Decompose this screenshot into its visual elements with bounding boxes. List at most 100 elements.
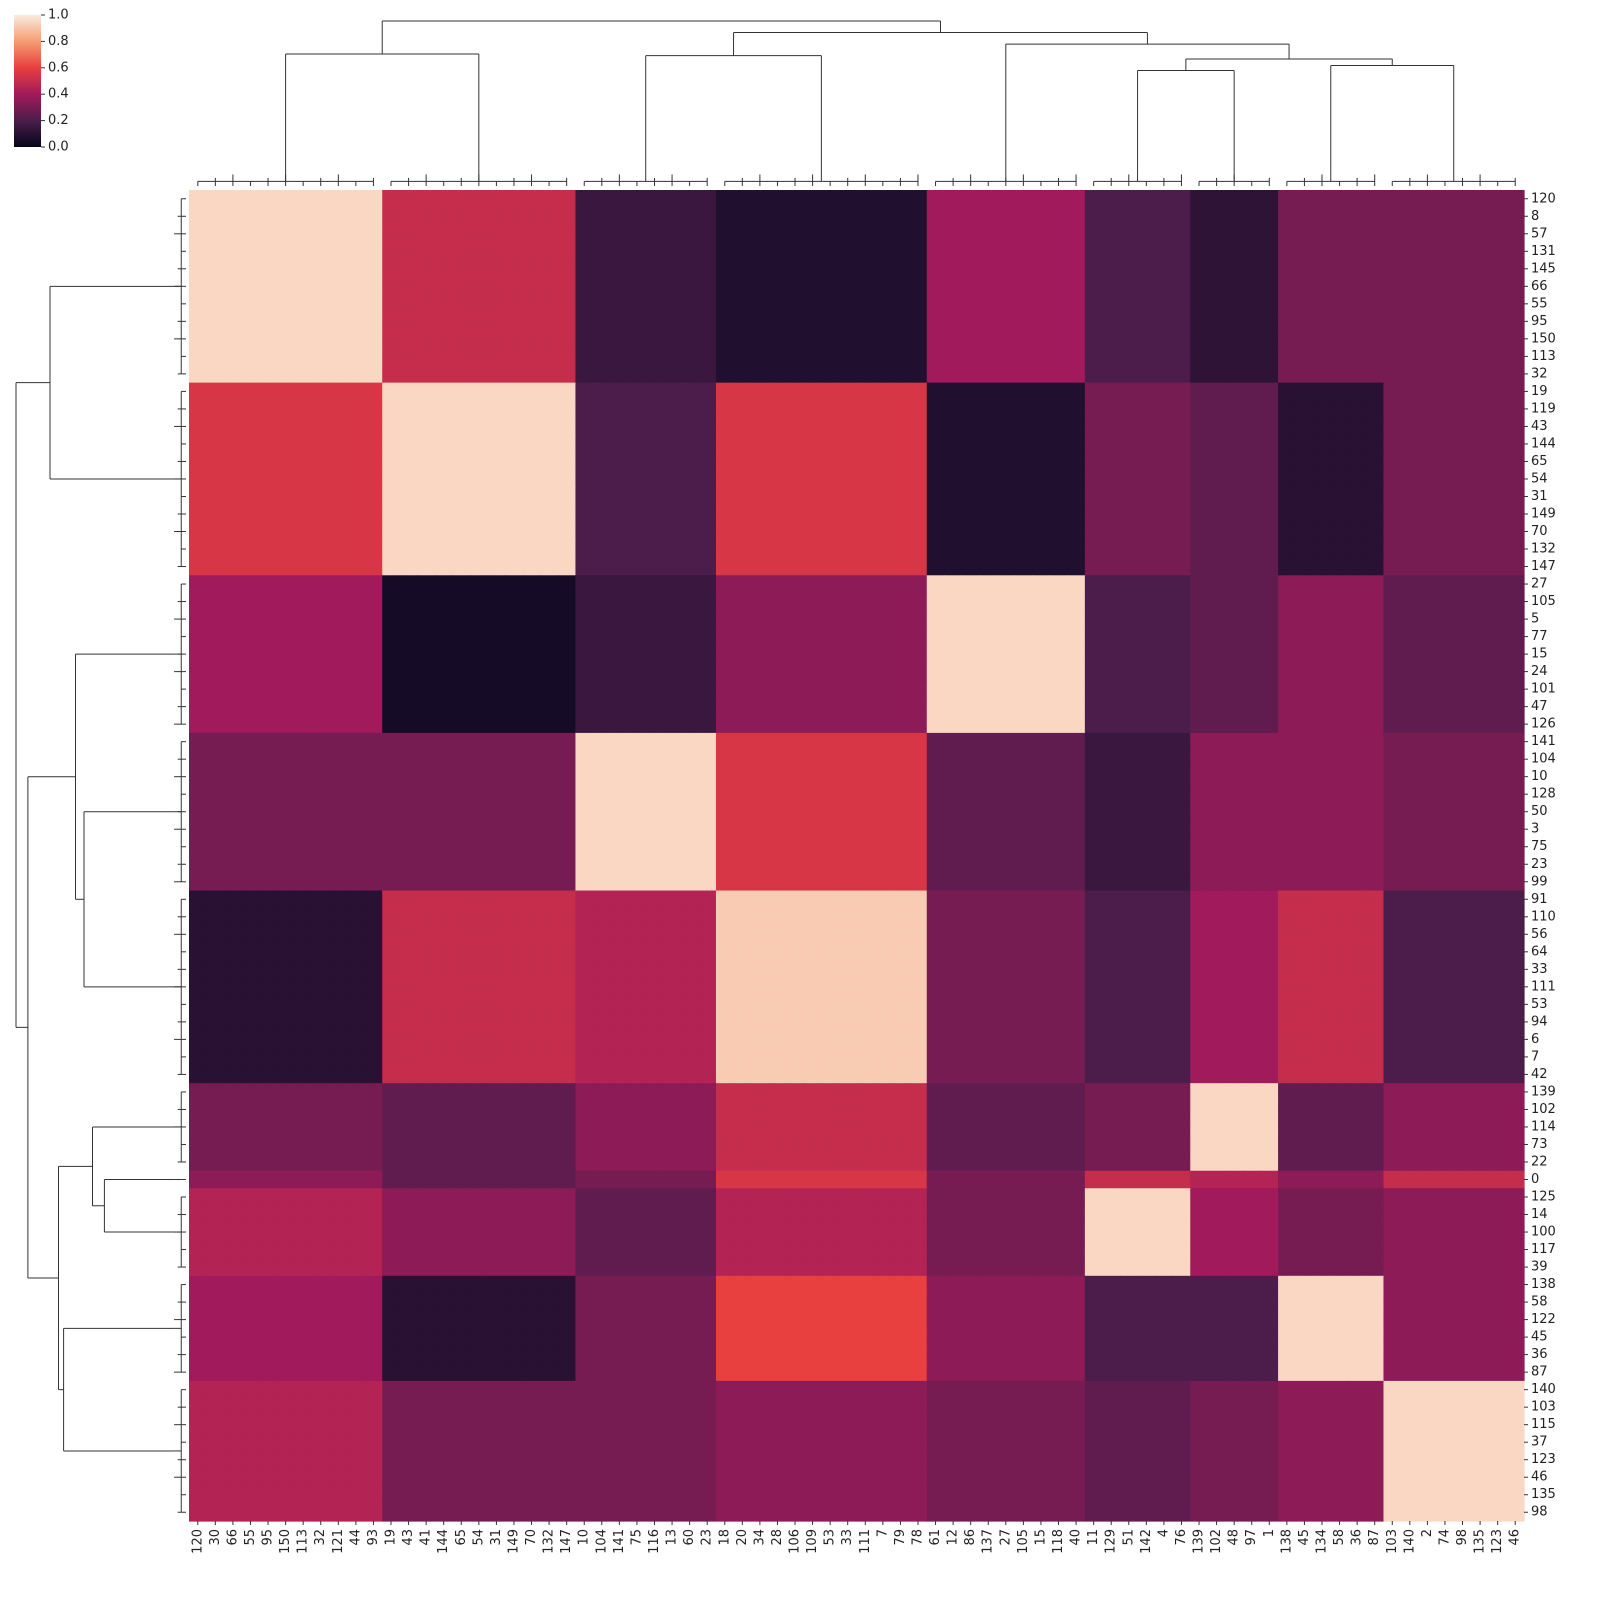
- cell: [715, 295, 735, 314]
- cell: [1049, 452, 1068, 471]
- cell: [540, 855, 559, 874]
- cell: [241, 785, 260, 804]
- cell: [1155, 680, 1174, 699]
- cell: [399, 540, 418, 559]
- cell: [1488, 330, 1508, 349]
- cell: [680, 470, 700, 489]
- cell: [856, 1030, 875, 1049]
- cell: [1453, 662, 1472, 681]
- cell: [1295, 540, 1314, 559]
- cell: [1436, 207, 1455, 226]
- cell: [838, 855, 858, 874]
- cell: [645, 715, 664, 734]
- cell: [557, 1118, 577, 1137]
- cell: [891, 1205, 910, 1224]
- cell: [1365, 715, 1385, 734]
- cell: [399, 452, 418, 471]
- cell: [1207, 435, 1226, 454]
- cell: [1190, 592, 1209, 611]
- cell: [645, 417, 664, 436]
- cell: [838, 873, 858, 892]
- cell: [364, 592, 383, 611]
- cell: [294, 330, 313, 349]
- cell: [821, 645, 840, 664]
- cell: [575, 417, 594, 436]
- cell: [452, 225, 471, 244]
- cell: [1225, 1013, 1244, 1032]
- cell: [1453, 1170, 1472, 1189]
- cell: [276, 873, 295, 892]
- cell: [1313, 347, 1332, 366]
- cell: [382, 1223, 401, 1242]
- cell: [347, 1170, 366, 1189]
- cell: [997, 908, 1016, 927]
- cell: [768, 978, 787, 997]
- cell: [311, 1030, 331, 1049]
- cell: [505, 522, 524, 541]
- cell: [1348, 452, 1367, 471]
- cell: [593, 1048, 612, 1067]
- cell: [944, 225, 963, 244]
- cell: [997, 978, 1016, 997]
- cell: [276, 1083, 295, 1102]
- cell: [1102, 732, 1121, 752]
- cell: [434, 452, 454, 471]
- cell: [680, 1083, 700, 1102]
- cell: [1155, 575, 1174, 594]
- cell: [856, 452, 875, 471]
- cell: [399, 680, 418, 699]
- cell: [294, 225, 313, 244]
- cell: [399, 1223, 418, 1242]
- cell: [1260, 1048, 1279, 1067]
- cell: [224, 1013, 243, 1032]
- cell: [1172, 908, 1191, 927]
- cell: [961, 750, 981, 769]
- cell: [1049, 908, 1068, 927]
- cell: [189, 540, 208, 559]
- cell: [276, 1065, 295, 1084]
- cell: [540, 417, 559, 436]
- cell: [874, 312, 893, 331]
- cell: [452, 1065, 471, 1084]
- cell: [189, 242, 208, 261]
- cell: [1225, 943, 1244, 962]
- cell: [382, 540, 401, 559]
- cell: [1084, 505, 1104, 524]
- cell: [1190, 295, 1209, 314]
- cell: [1260, 680, 1279, 699]
- cell: [311, 610, 331, 629]
- cell: [575, 1100, 594, 1119]
- cell: [856, 295, 875, 314]
- cell: [1506, 995, 1525, 1014]
- cell: [1330, 1118, 1349, 1137]
- cell: [1330, 767, 1349, 787]
- cell: [610, 1135, 629, 1154]
- cell: [593, 312, 612, 331]
- cell: [997, 277, 1016, 296]
- cell: [522, 277, 541, 296]
- cell: [1242, 627, 1262, 646]
- cell: [1453, 347, 1472, 366]
- cell: [1436, 347, 1455, 366]
- cell: [1049, 995, 1068, 1014]
- cell: [1295, 1205, 1314, 1224]
- cell: [364, 330, 383, 349]
- cell: [1102, 1170, 1121, 1189]
- cell: [1049, 697, 1068, 716]
- cell: [593, 225, 612, 244]
- cell: [382, 1188, 401, 1207]
- cell: [399, 1118, 418, 1137]
- cell: [434, 750, 454, 769]
- cell: [1102, 295, 1121, 314]
- cell: [1225, 750, 1244, 769]
- cell: [505, 505, 524, 524]
- cell: [1049, 312, 1068, 331]
- cell: [997, 1030, 1016, 1049]
- cell: [259, 1013, 278, 1032]
- cell: [926, 400, 945, 419]
- cell: [241, 627, 260, 646]
- cell: [224, 1223, 243, 1242]
- cell: [997, 487, 1016, 506]
- cell: [1155, 1118, 1174, 1137]
- cell: [1295, 312, 1314, 331]
